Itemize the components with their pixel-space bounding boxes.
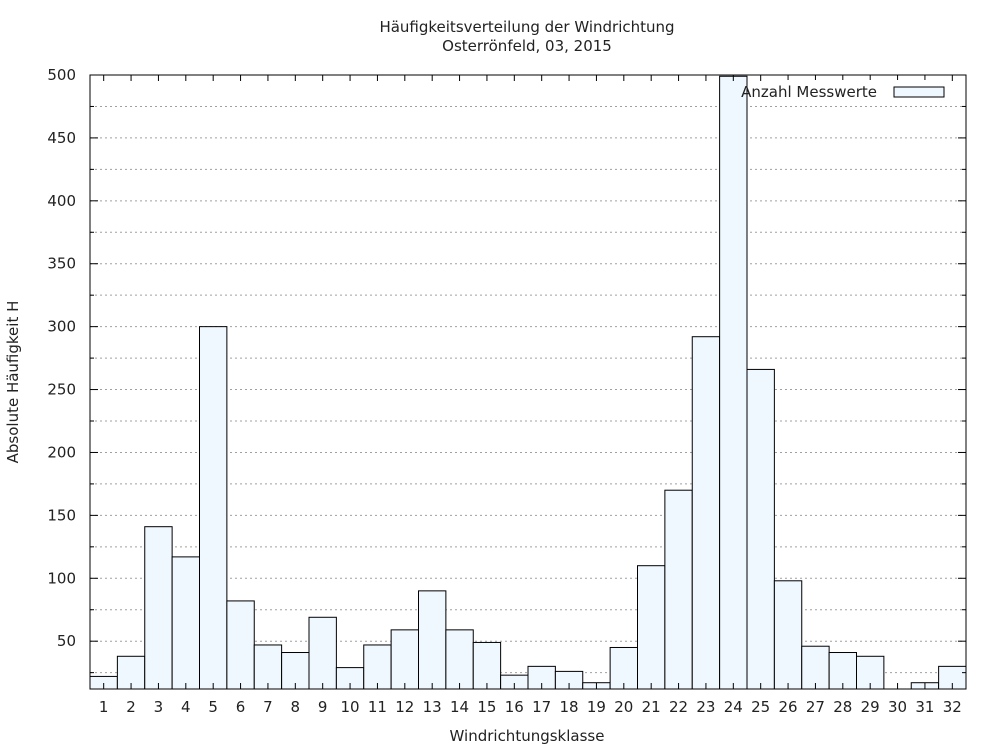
- x-axis-ticks: 1 2 3 4 5 6 7 8 9 10 11 12 13 14 15 16 17 18 19 20 21 22 23 24 2…: [99, 75, 962, 716]
- x-tick-label: 5: [208, 698, 218, 716]
- x-tick-label: 3: [154, 698, 164, 716]
- y-tick-label: 400: [47, 192, 76, 210]
- bar: [390, 629, 419, 690]
- x-tick-label: 8: [291, 698, 301, 716]
- bar: [253, 644, 283, 690]
- bar: [418, 590, 447, 690]
- x-tick-label: 11: [368, 698, 387, 716]
- y-axis-ticks: 50 100 150 200 250 300 350 400 450 500: [47, 66, 966, 674]
- bar: [609, 646, 638, 690]
- chart-title: Häufigkeitsverteilung der Windrichtung: [379, 18, 674, 36]
- x-tick-label: 13: [423, 698, 442, 716]
- y-tick-label: 500: [47, 66, 76, 84]
- x-tick-label: 18: [560, 698, 579, 716]
- x-tick-label: 25: [751, 698, 770, 716]
- x-tick-label: 10: [341, 698, 360, 716]
- x-tick-label: 22: [669, 698, 688, 716]
- y-tick-label: 250: [47, 381, 76, 399]
- bar: [637, 565, 666, 690]
- x-tick-label: 24: [724, 698, 743, 716]
- bar: [719, 75, 748, 690]
- bar: [445, 629, 474, 690]
- bar: [472, 641, 502, 690]
- bar: [171, 556, 200, 690]
- x-tick-label: 17: [532, 698, 551, 716]
- x-tick-label: 12: [395, 698, 414, 716]
- grid-lines: [90, 105, 966, 674]
- plot-border: [89, 74, 967, 690]
- x-tick-label: 31: [915, 698, 934, 716]
- bar: [801, 645, 830, 690]
- legend: Anzahl Messwerte: [741, 80, 945, 104]
- x-tick-label: 16: [505, 698, 524, 716]
- x-tick-label: 14: [450, 698, 469, 716]
- y-tick-label: 350: [47, 255, 76, 273]
- x-tick-label: 1: [99, 698, 109, 716]
- bar: [308, 616, 337, 690]
- plot-frame: [89, 74, 967, 690]
- x-tick-label: 15: [477, 698, 496, 716]
- x-tick-label: 27: [806, 698, 825, 716]
- y-tick-label: 100: [47, 569, 76, 587]
- y-tick-label: 300: [47, 318, 76, 336]
- x-tick-label: 29: [861, 698, 880, 716]
- y-tick-label: 200: [47, 443, 76, 461]
- x-tick-label: 4: [181, 698, 191, 716]
- y-tick-label: 450: [47, 129, 76, 147]
- bar: [363, 644, 392, 690]
- legend-swatch: [893, 86, 945, 98]
- y-tick-label: 50: [57, 632, 76, 650]
- bar: [664, 489, 693, 690]
- bars: [89, 75, 967, 690]
- x-tick-label: 2: [126, 698, 136, 716]
- x-tick-label: 19: [587, 698, 606, 716]
- x-tick-label: 20: [614, 698, 633, 716]
- legend-label: Anzahl Messwerte: [741, 83, 877, 101]
- chart-subtitle: Osterrönfeld, 03, 2015: [442, 37, 612, 55]
- x-tick-label: 23: [696, 698, 715, 716]
- bar: [828, 652, 857, 690]
- x-tick-label: 9: [318, 698, 328, 716]
- x-tick-label: 21: [642, 698, 661, 716]
- bar: [226, 600, 255, 690]
- bar: [691, 336, 721, 690]
- y-tick-label: 150: [47, 506, 76, 524]
- x-axis-label: Windrichtungsklasse: [450, 727, 605, 745]
- x-tick-label: 6: [236, 698, 246, 716]
- x-tick-label: 30: [888, 698, 907, 716]
- bar: [773, 580, 803, 690]
- bar: [144, 526, 173, 690]
- y-axis-label: Absolute Häufigkeit H: [4, 301, 22, 464]
- x-tick-label: 32: [943, 698, 962, 716]
- bar: [746, 368, 775, 690]
- x-tick-label: 7: [263, 698, 273, 716]
- bar: [199, 326, 228, 690]
- x-tick-label: 28: [833, 698, 852, 716]
- x-tick-label: 26: [779, 698, 798, 716]
